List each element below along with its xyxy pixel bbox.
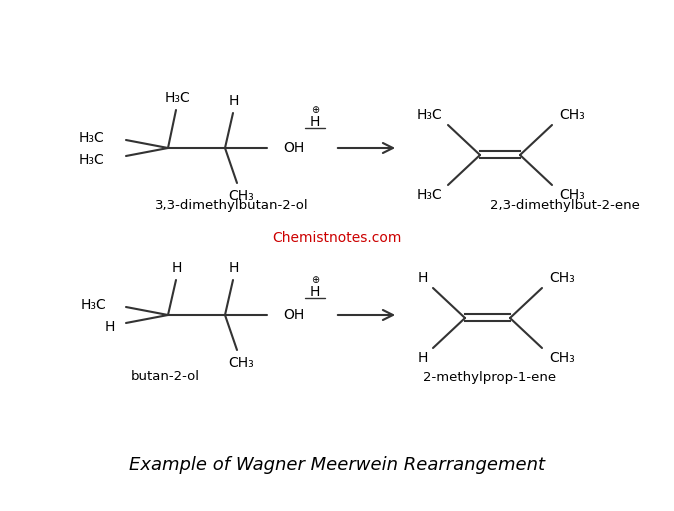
Text: H: H <box>228 94 239 108</box>
Text: H: H <box>172 261 182 275</box>
Text: CH₃: CH₃ <box>559 108 585 122</box>
Text: H: H <box>418 351 428 365</box>
Text: butan-2-ol: butan-2-ol <box>131 370 200 383</box>
Text: CH₃: CH₃ <box>228 356 254 370</box>
Text: Chemistnotes.com: Chemistnotes.com <box>272 231 402 245</box>
Text: 3,3-dimethylbutan-2-ol: 3,3-dimethylbutan-2-ol <box>155 198 309 212</box>
Text: ⊕: ⊕ <box>311 105 319 115</box>
Text: CH₃: CH₃ <box>549 271 575 285</box>
Text: H: H <box>310 115 320 129</box>
Text: H: H <box>228 261 239 275</box>
Text: H₃C: H₃C <box>78 131 104 145</box>
Text: CH₃: CH₃ <box>228 189 254 203</box>
Text: H: H <box>310 285 320 299</box>
Text: H₃C: H₃C <box>165 91 191 105</box>
Text: Example of Wagner Meerwein Rearrangement: Example of Wagner Meerwein Rearrangement <box>129 456 545 474</box>
Text: H: H <box>418 271 428 285</box>
Text: ⊕: ⊕ <box>311 275 319 285</box>
Text: H₃C: H₃C <box>417 188 443 202</box>
Text: OH: OH <box>283 141 304 155</box>
Text: H₃C: H₃C <box>417 108 443 122</box>
Text: H: H <box>104 320 115 334</box>
Text: 2,3-dimethylbut-2-ene: 2,3-dimethylbut-2-ene <box>490 198 640 212</box>
Text: CH₃: CH₃ <box>559 188 585 202</box>
Text: H₃C: H₃C <box>78 153 104 167</box>
Text: H₃C: H₃C <box>80 298 106 312</box>
Text: CH₃: CH₃ <box>549 351 575 365</box>
Text: 2-methylprop-1-ene: 2-methylprop-1-ene <box>423 370 557 383</box>
Text: OH: OH <box>283 308 304 322</box>
